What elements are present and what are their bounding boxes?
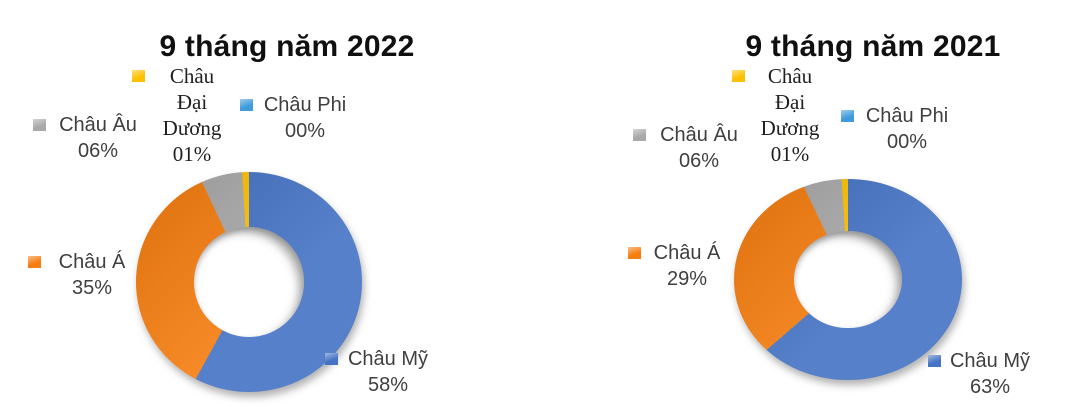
legend-item-chau-phi: Châu Phi 00%	[240, 92, 349, 144]
legend-swatch-chau-a	[28, 256, 41, 268]
donut-chart-2021	[734, 179, 962, 380]
legend-swatch-chau-phi	[240, 99, 253, 111]
legend-value: 35%	[71, 277, 113, 299]
legend-swatch-chau-my	[928, 355, 941, 367]
legend-swatch-chau-a	[628, 247, 641, 259]
legend-label: Châu Đại Dương	[760, 64, 820, 140]
donut-hole	[193, 227, 305, 337]
legend-value: 00%	[886, 131, 928, 153]
legend-label: Châu Á	[58, 251, 126, 273]
legend-swatch-chau-my	[325, 353, 338, 365]
legend-item-chau-a: Châu Á 29%	[628, 240, 725, 292]
legend-label: Châu Phi	[865, 105, 949, 127]
chart-title-2022: 9 tháng năm 2022	[159, 29, 415, 63]
donut-chart-2022	[136, 172, 362, 392]
legend-item-chau-my: Châu Mỹ 63%	[928, 348, 1031, 400]
legend-swatch-chau-au	[33, 119, 46, 131]
legend-item-chau-au: Châu Âu 06%	[33, 112, 142, 164]
donut-hole	[794, 231, 902, 328]
legend-label: Châu Á	[653, 242, 721, 264]
legend-value: 06%	[77, 140, 119, 162]
legend-value: 01%	[172, 142, 212, 166]
legend-item-chau-dai-duong: Châu Đại Dương 01%	[732, 63, 827, 167]
legend-label: Châu Đại Dương	[162, 64, 222, 140]
legend-swatch-chau-dai-duong	[132, 70, 145, 82]
chart-title-2021: 9 tháng năm 2021	[745, 29, 1001, 63]
legend-item-chau-phi: Châu Phi 00%	[841, 103, 952, 155]
legend-item-chau-au: Châu Âu 06%	[633, 122, 744, 174]
legend-swatch-chau-au	[633, 129, 646, 141]
legend-value: 01%	[770, 142, 810, 166]
legend-value: 29%	[666, 268, 708, 290]
legend-swatch-chau-phi	[841, 110, 854, 122]
legend-swatch-chau-dai-duong	[732, 70, 745, 82]
legend-item-chau-my: Châu Mỹ 58%	[325, 346, 430, 398]
legend-label: Châu Phi	[263, 94, 347, 116]
legend-label: Châu Âu	[59, 114, 137, 136]
legend-label: Châu Mỹ	[347, 348, 429, 370]
legend-value: 58%	[367, 374, 409, 396]
legend-item-chau-a: Châu Á 35%	[28, 249, 135, 301]
legend-value: 00%	[284, 120, 326, 142]
legend-value: 63%	[969, 376, 1011, 398]
legend-label: Châu Âu	[660, 124, 738, 146]
legend-label: Châu Mỹ	[949, 350, 1031, 372]
legend-value: 06%	[678, 150, 720, 172]
legend-item-chau-dai-duong: Châu Đại Dương 01%	[132, 63, 231, 167]
